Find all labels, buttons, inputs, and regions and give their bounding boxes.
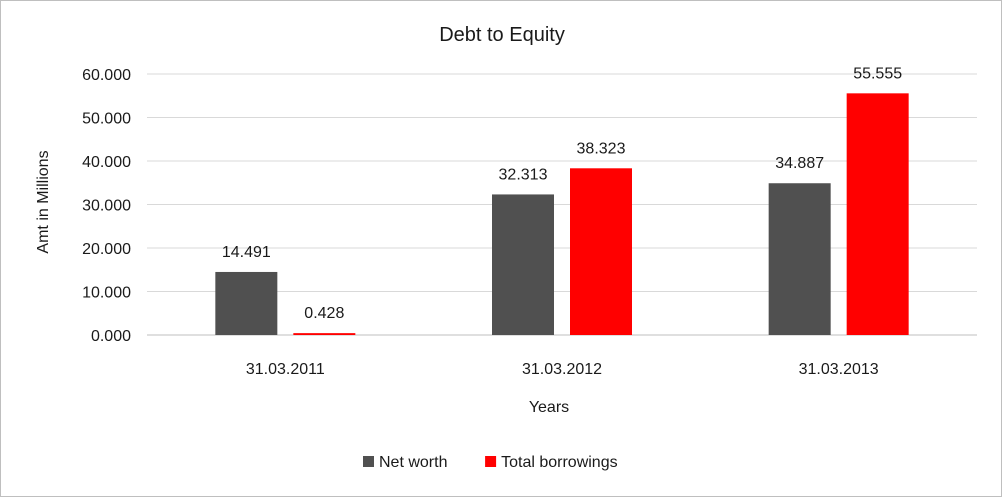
bar (492, 194, 554, 335)
bar (768, 183, 831, 335)
y-tick-label: 0.000 (91, 328, 131, 345)
y-tick-label: 50.000 (82, 111, 131, 128)
bar (215, 271, 278, 335)
legend-swatch (485, 456, 497, 467)
data-label: 14.491 (222, 244, 271, 261)
y-tick-label: 20.000 (82, 241, 131, 258)
legend-label: Total borrowings (501, 454, 617, 471)
x-tick-label: 31.03.2011 (246, 361, 325, 378)
legend-item: Total borrowings (485, 454, 618, 471)
y-axis-ticks: 0.000 10.000 20.000 30.000 40.000 50.000 60.00… (82, 67, 131, 345)
legend-item: Net worth (363, 454, 447, 471)
x-axis-title: Years (529, 399, 569, 416)
legend: Net worth Total borrowings (363, 454, 618, 471)
data-label: 38.323 (577, 140, 626, 157)
bar (570, 168, 632, 335)
y-axis-title: Amt in Millions (35, 150, 52, 253)
y-tick-label: 40.000 (82, 154, 131, 171)
data-label: 34.887 (775, 155, 824, 172)
x-tick-label: 31.03.2012 (522, 361, 602, 378)
chart-title: Debt to Equity (439, 24, 565, 46)
gridlines (147, 73, 977, 292)
x-axis-ticks: 31.03.2011 31.03.2012 31.03.2013 (246, 361, 879, 378)
data-labels: 14.491 0.428 32.313 38.323 34.887 55.555 (222, 65, 902, 322)
legend-swatch (363, 456, 374, 467)
x-tick-label: 31.03.2013 (799, 361, 879, 378)
data-label: 0.428 (304, 305, 344, 322)
bars (215, 93, 909, 335)
y-tick-label: 10.000 (82, 285, 131, 302)
y-tick-label: 60.000 (82, 67, 131, 84)
bar (846, 93, 909, 335)
data-label: 55.555 (853, 65, 902, 82)
y-tick-label: 30.000 (82, 198, 131, 215)
legend-label: Net worth (379, 454, 447, 471)
bar (293, 333, 356, 335)
data-label: 32.313 (499, 166, 548, 183)
